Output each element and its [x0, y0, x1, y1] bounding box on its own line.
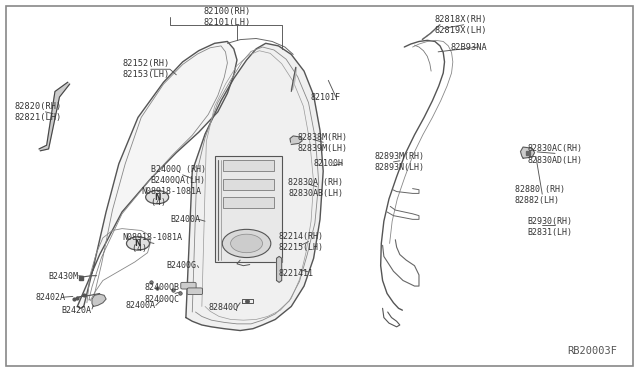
- Polygon shape: [77, 41, 237, 308]
- Text: 82830A (RH)
82830AB(LH): 82830A (RH) 82830AB(LH): [288, 178, 343, 198]
- Polygon shape: [291, 67, 296, 90]
- Text: B2430M: B2430M: [49, 272, 79, 281]
- Circle shape: [230, 234, 262, 253]
- Bar: [223, 197, 274, 208]
- Circle shape: [222, 230, 271, 257]
- Polygon shape: [520, 147, 534, 158]
- Text: 82B93NA: 82B93NA: [451, 42, 488, 51]
- Text: N08918-1081A
  (4): N08918-1081A (4): [122, 233, 182, 253]
- Polygon shape: [422, 25, 440, 39]
- Text: 82818X(RH)
82819X(LH): 82818X(RH) 82819X(LH): [435, 15, 488, 35]
- Text: 82400A: 82400A: [125, 301, 156, 310]
- Text: 8221411: 8221411: [278, 269, 314, 278]
- Text: 82400QB
82400QC: 82400QB 82400QC: [145, 283, 179, 304]
- Text: 82820(RH)
82821(LH): 82820(RH) 82821(LH): [15, 102, 62, 122]
- FancyBboxPatch shape: [187, 288, 202, 295]
- Text: 82402A: 82402A: [36, 293, 66, 302]
- FancyBboxPatch shape: [180, 282, 196, 289]
- Text: 82152(RH)
82153(LH): 82152(RH) 82153(LH): [122, 59, 170, 79]
- Text: 82880 (RH)
82882(LH): 82880 (RH) 82882(LH): [515, 185, 564, 205]
- Text: 82840Q: 82840Q: [208, 303, 238, 312]
- Text: B2400Q (RH)
B2400QA(LH): B2400Q (RH) B2400QA(LH): [151, 165, 206, 185]
- Text: 82893M(RH)
82893N(LH): 82893M(RH) 82893N(LH): [374, 152, 424, 172]
- Text: B2420A: B2420A: [61, 306, 92, 315]
- Text: 82100H: 82100H: [314, 159, 344, 168]
- Bar: [214, 156, 282, 262]
- Text: N: N: [154, 193, 161, 202]
- Text: 82100(RH)
82101(LH): 82100(RH) 82101(LH): [204, 7, 251, 28]
- Circle shape: [127, 237, 150, 250]
- Text: B2930(RH)
B2831(LH): B2930(RH) B2831(LH): [527, 217, 573, 237]
- Circle shape: [146, 190, 169, 204]
- Text: B2400A: B2400A: [170, 215, 200, 224]
- Text: B2400G: B2400G: [167, 261, 196, 270]
- Text: 82838M(RH)
82839M(LH): 82838M(RH) 82839M(LH): [298, 133, 348, 153]
- Polygon shape: [290, 136, 302, 144]
- Polygon shape: [92, 294, 106, 307]
- Polygon shape: [186, 43, 323, 331]
- Text: 82830AC(RH)
82830AD(LH): 82830AC(RH) 82830AD(LH): [527, 144, 582, 164]
- Polygon shape: [39, 82, 70, 151]
- Text: N08918-1081A
  (4): N08918-1081A (4): [141, 187, 201, 207]
- Text: 82101F: 82101F: [310, 93, 340, 102]
- Bar: [223, 160, 274, 171]
- Bar: [223, 179, 274, 190]
- Text: N: N: [135, 239, 141, 248]
- Polygon shape: [276, 256, 282, 282]
- Text: 82214(RH)
82215(LH): 82214(RH) 82215(LH): [278, 231, 323, 251]
- Text: RB20003F: RB20003F: [567, 346, 617, 356]
